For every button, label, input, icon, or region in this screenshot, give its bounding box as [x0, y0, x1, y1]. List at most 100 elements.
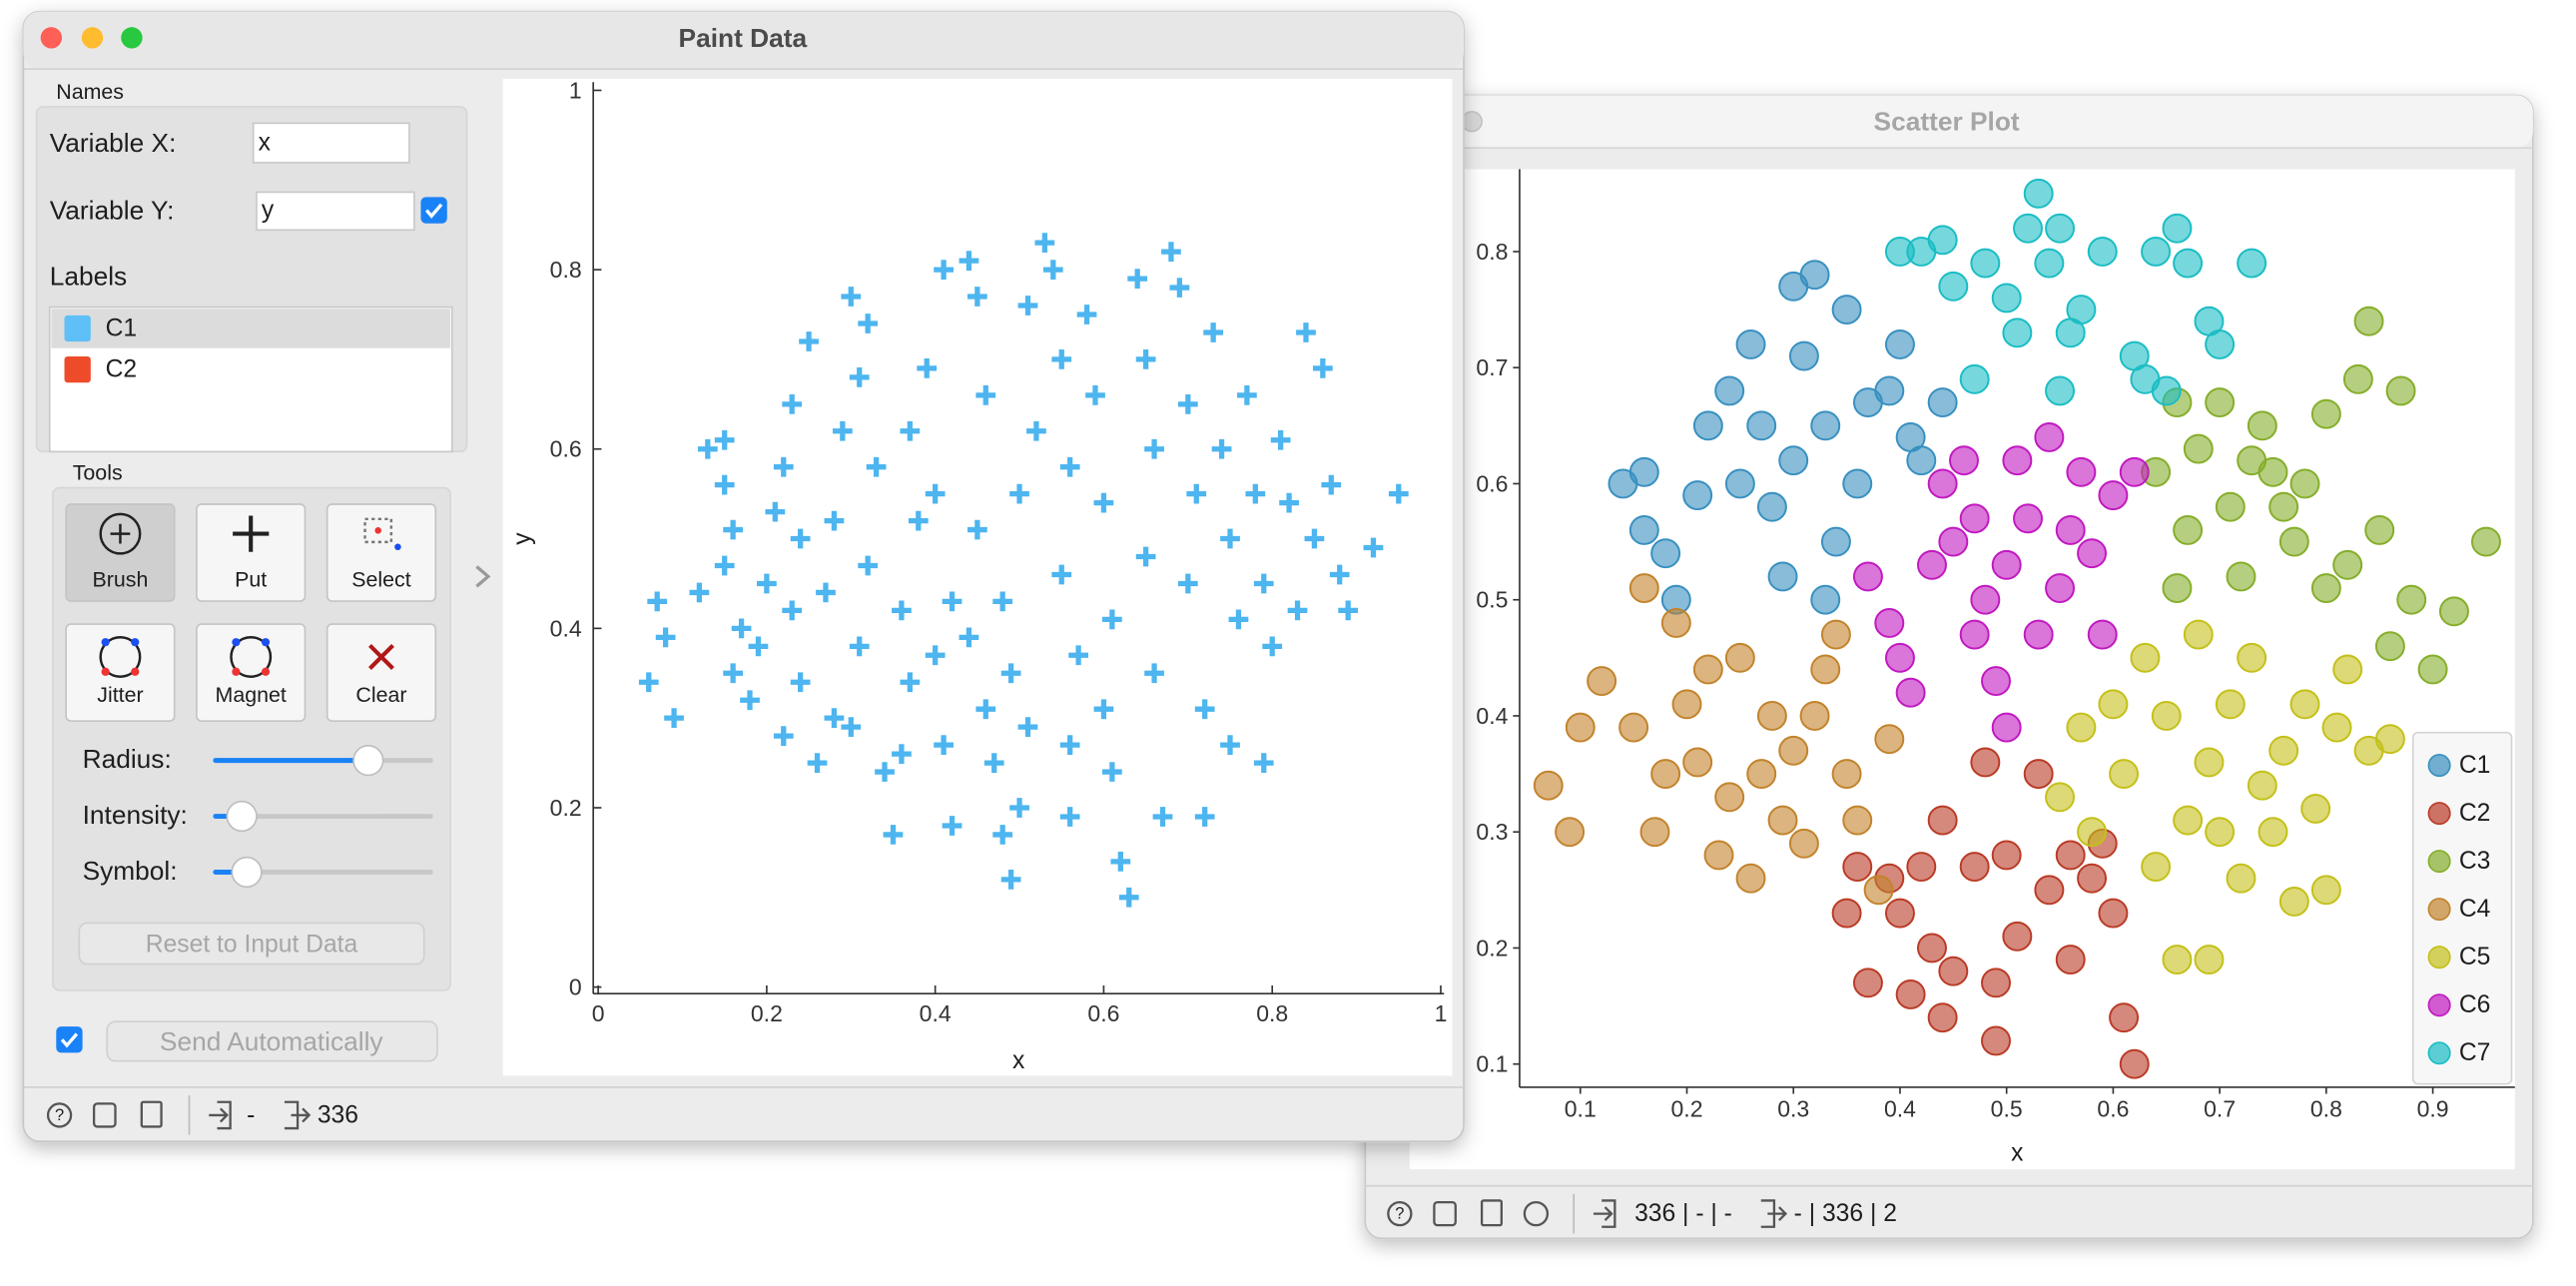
tool-buttons: Brush Put Select Jitter Magnet Clear — [65, 503, 437, 722]
checkbox[interactable] — [420, 197, 447, 224]
point — [892, 600, 912, 621]
input-value: y — [262, 197, 275, 224]
point — [1810, 654, 1841, 685]
point — [1287, 600, 1308, 621]
point — [2438, 596, 2469, 627]
point — [1970, 584, 2001, 615]
tool-icon — [232, 638, 241, 647]
slider-knob[interactable] — [226, 800, 258, 833]
title-bar — [23, 11, 1465, 70]
point — [1682, 747, 1713, 778]
tool-icon — [261, 638, 271, 647]
x-tick-label: 0.6 — [2097, 1095, 2129, 1121]
point — [2066, 456, 2097, 487]
point — [841, 287, 862, 307]
point — [1735, 328, 1766, 359]
x-tick-label: 0 — [592, 1000, 605, 1026]
point — [2151, 700, 2182, 731]
minimize-button[interactable] — [81, 27, 104, 49]
point — [1628, 514, 1659, 545]
label-name: C1 — [106, 315, 138, 341]
point — [1927, 805, 1958, 836]
point — [1177, 573, 1198, 594]
slider-label: Symbol: — [83, 856, 178, 886]
point — [697, 438, 718, 459]
zoom-button[interactable] — [121, 27, 143, 49]
status-icons[interactable]: ? — [1387, 1193, 1616, 1234]
point — [1279, 492, 1299, 513]
point — [858, 314, 879, 333]
slider-knob[interactable] — [352, 744, 384, 777]
point — [2055, 945, 2086, 975]
y-tick-label: 1 — [569, 77, 582, 103]
text-input[interactable] — [252, 122, 410, 164]
scatter-window: Scatter Plot 0.1 0.2 0.3 0.4 0.5 0.6 0.7 0.8 0.9… — [1364, 94, 2534, 1240]
reset-button[interactable] — [78, 922, 425, 965]
y-tick-label: 0.4 — [550, 615, 582, 641]
tool-button[interactable] — [65, 623, 176, 722]
point — [942, 816, 963, 836]
point — [934, 260, 954, 280]
status-icons[interactable]: ? — [46, 1095, 312, 1135]
tool-icon — [101, 638, 110, 647]
send-button[interactable] — [106, 1020, 438, 1062]
point — [1555, 817, 1586, 848]
point — [975, 384, 996, 405]
point — [1959, 852, 1990, 883]
text-input[interactable] — [256, 191, 415, 232]
label-swatch — [64, 315, 91, 342]
point — [1767, 561, 1798, 592]
point — [975, 699, 996, 720]
point — [2098, 689, 2129, 720]
point — [2215, 491, 2246, 522]
point — [2173, 805, 2204, 836]
point — [2374, 724, 2405, 755]
point — [2278, 886, 2309, 917]
tool-button[interactable] — [196, 623, 307, 722]
point — [2077, 863, 2108, 894]
x-tick-label: 1 — [1435, 1000, 1448, 1026]
checkbox[interactable] — [56, 1026, 83, 1053]
output-icon — [1760, 1199, 1788, 1228]
point — [2045, 213, 2076, 244]
point — [1388, 483, 1409, 504]
point — [1009, 483, 1029, 504]
point — [1927, 387, 1958, 418]
point — [1756, 491, 1787, 522]
point — [1778, 445, 1809, 476]
slider-knob[interactable] — [231, 856, 263, 889]
tool-icon — [110, 523, 131, 544]
point — [866, 456, 887, 477]
point — [1135, 349, 1156, 369]
x-axis-label: x — [1012, 1047, 1025, 1074]
tool-button[interactable] — [196, 503, 307, 602]
tool-icon — [394, 543, 401, 551]
point — [2066, 712, 2097, 743]
tool-button[interactable] — [325, 623, 437, 722]
point — [2417, 654, 2448, 685]
field-label: Variable X: — [50, 128, 177, 158]
labels: C1 C2 — [64, 315, 138, 383]
point — [1093, 699, 1114, 720]
point — [2162, 573, 2193, 604]
window-button[interactable] — [1461, 111, 1483, 133]
legend-marker — [2427, 802, 2451, 826]
tool-button[interactable] — [325, 503, 437, 602]
point — [1194, 699, 1215, 720]
point — [2077, 817, 2108, 848]
point — [1051, 349, 1072, 369]
point — [1852, 561, 1883, 592]
legend-label: C3 — [2459, 848, 2491, 875]
tool-icon — [101, 667, 110, 676]
close-button[interactable] — [40, 27, 63, 49]
point — [2055, 514, 2086, 545]
point — [1059, 807, 1080, 827]
point — [2289, 689, 2320, 720]
tool-icon — [131, 638, 140, 647]
collapse-arrow[interactable] — [475, 565, 491, 588]
point — [1714, 375, 1745, 406]
point — [2342, 363, 2373, 394]
point — [1831, 759, 1862, 790]
point — [1714, 782, 1745, 813]
